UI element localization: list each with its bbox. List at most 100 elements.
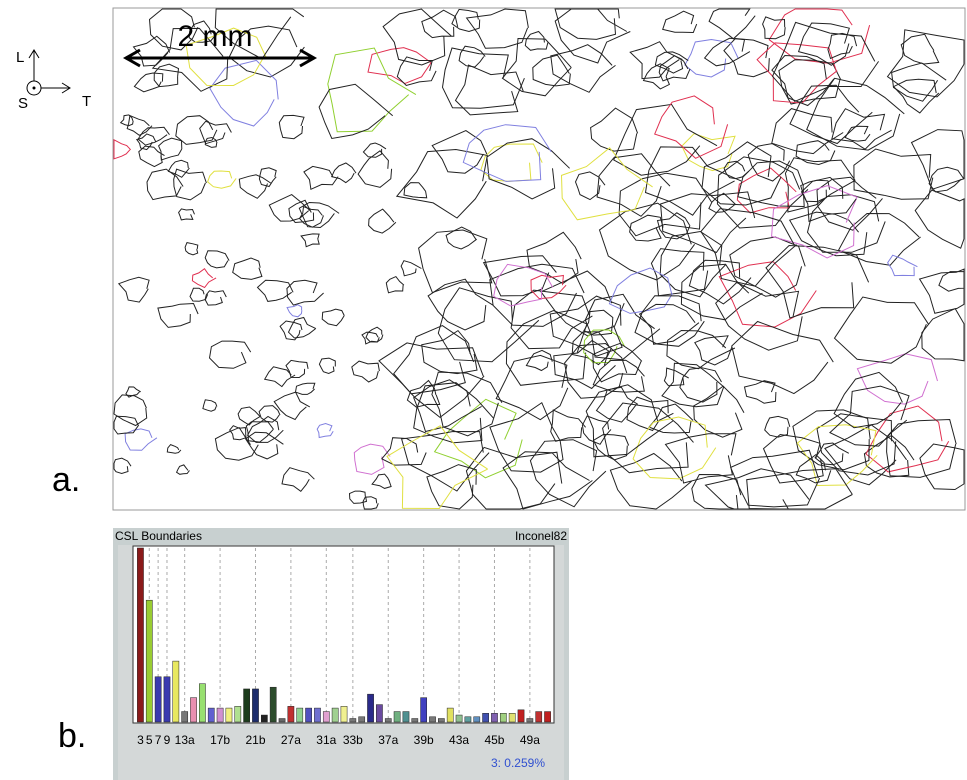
bar <box>464 716 472 723</box>
axis-arrows <box>28 49 71 94</box>
grain <box>437 287 540 363</box>
axis-label: T <box>82 93 91 110</box>
grain <box>418 229 493 294</box>
grain <box>385 275 405 294</box>
grain <box>298 201 340 229</box>
bar <box>269 686 277 723</box>
x-tick-label: 31a <box>316 733 336 747</box>
grain <box>797 22 850 66</box>
grain <box>318 357 336 375</box>
grain <box>357 150 393 188</box>
grain <box>765 244 870 319</box>
bar <box>482 713 489 723</box>
grain <box>684 38 739 78</box>
grain <box>286 279 324 306</box>
grain <box>445 226 478 250</box>
grain <box>524 30 549 51</box>
grain <box>853 148 934 200</box>
grain <box>381 437 427 466</box>
grain <box>814 442 850 466</box>
grain <box>795 453 832 484</box>
bar <box>216 707 224 723</box>
grain <box>184 242 199 256</box>
grain <box>654 95 729 159</box>
grain <box>680 263 763 321</box>
grain <box>413 382 494 444</box>
grain <box>209 59 279 127</box>
x-tick-label: 27a <box>281 733 301 747</box>
grain <box>489 263 585 327</box>
grain <box>910 129 965 190</box>
grain <box>294 382 316 395</box>
grain <box>371 473 392 489</box>
grain <box>204 250 230 269</box>
scale-bar-arrows <box>122 48 318 68</box>
grain <box>298 206 324 228</box>
grain <box>938 271 965 292</box>
grain <box>396 56 437 87</box>
grain <box>784 157 856 213</box>
bar <box>172 660 180 723</box>
grain <box>654 51 689 74</box>
grain <box>285 359 309 379</box>
grain <box>208 340 252 369</box>
grain <box>833 371 903 429</box>
bar <box>322 711 330 723</box>
grain <box>214 426 259 461</box>
grain <box>718 261 817 328</box>
grain <box>609 452 693 510</box>
bar <box>508 713 516 723</box>
grain <box>258 167 277 188</box>
bar <box>491 713 498 723</box>
grain <box>146 168 184 201</box>
grain <box>431 130 488 174</box>
grain <box>792 409 871 471</box>
grain <box>540 270 625 337</box>
grain <box>590 107 639 152</box>
grain <box>560 147 653 221</box>
bar <box>376 704 383 723</box>
grain <box>789 84 873 145</box>
grain <box>362 142 387 158</box>
grain <box>700 208 797 287</box>
grain <box>362 496 379 510</box>
grain <box>554 8 620 40</box>
grain <box>800 176 857 223</box>
grain <box>595 386 639 423</box>
grain <box>715 281 803 351</box>
grain <box>629 41 683 80</box>
grain <box>431 371 503 437</box>
bar <box>163 676 171 723</box>
grain <box>427 278 494 331</box>
grain <box>281 467 315 492</box>
grain <box>550 44 616 93</box>
grain <box>731 320 834 395</box>
grain <box>135 133 157 151</box>
grain <box>708 192 737 213</box>
x-tick-label: 9 <box>164 733 171 747</box>
grain <box>856 353 938 405</box>
grain <box>441 47 525 109</box>
grain <box>288 199 315 224</box>
grain <box>771 108 844 155</box>
grain <box>286 304 303 318</box>
x-tick-label: 17b <box>210 733 230 747</box>
grain <box>574 171 606 201</box>
grain <box>656 212 691 240</box>
grain <box>229 425 247 441</box>
bar <box>367 693 374 723</box>
grain <box>191 267 217 289</box>
grain <box>113 415 140 435</box>
x-tick-label: 45b <box>484 733 504 747</box>
chart-title: CSL Boundaries <box>115 529 202 543</box>
grain <box>148 8 199 51</box>
bar <box>137 547 144 723</box>
grain <box>406 379 441 408</box>
grain <box>592 342 643 383</box>
grain <box>764 415 791 438</box>
grain <box>581 415 612 445</box>
grain <box>421 9 459 39</box>
grain <box>303 165 339 191</box>
bar <box>438 718 445 723</box>
grain <box>451 8 481 33</box>
